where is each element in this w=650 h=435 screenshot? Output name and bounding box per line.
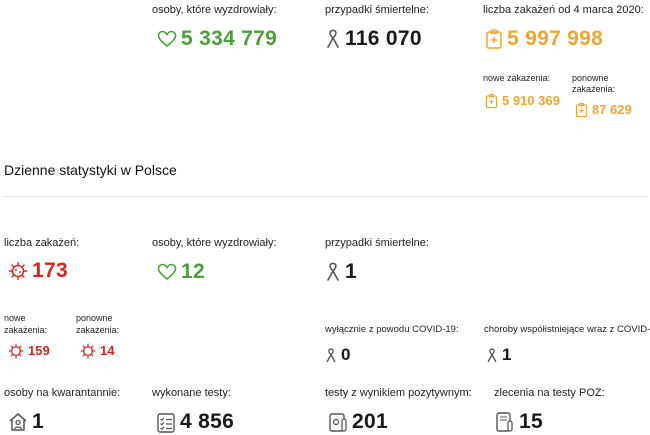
heart-icon: [157, 30, 177, 48]
summary-recovered-stat: 5 334 779: [157, 27, 277, 51]
virus-icon: [80, 343, 96, 359]
summary-new-infections-value: 5 910 369: [502, 93, 560, 108]
virus-icon: [8, 343, 24, 359]
daily-quarantine-value: 1: [32, 410, 44, 433]
daily-covid-only-label: wyłącznie z powodu COVID-19:: [325, 324, 459, 335]
daily-new-infections-stat: 159: [8, 343, 50, 359]
daily-infections-value: 173: [32, 259, 68, 282]
clipboard-icon: [485, 93, 498, 109]
heart-icon: [157, 263, 177, 281]
house-person-icon: [8, 412, 28, 432]
summary-deaths-value: 116 070: [345, 27, 422, 50]
daily-section-title: Dzienne statystyki w Polsce: [4, 162, 177, 178]
test-tube-icon: [328, 411, 348, 433]
daily-comorbid-value: 1: [502, 345, 512, 364]
daily-tests-label: wykonane testy:: [152, 387, 231, 399]
daily-reinfections-label: ponowne zakażenia:: [76, 313, 120, 335]
daily-covid-only-value: 0: [341, 345, 351, 364]
daily-new-infections-label: nowe zakażenia:: [4, 313, 48, 335]
daily-covid-only-stat: 0: [325, 345, 350, 365]
daily-poz-orders-label: zlecenia na testy POZ:: [494, 387, 605, 399]
summary-reinfections-value: 87 629: [592, 102, 632, 117]
daily-reinfections-value: 14: [100, 343, 115, 358]
daily-tests-value: 4 856: [180, 410, 235, 433]
summary-deaths-stat: 116 070: [325, 27, 422, 51]
daily-recovered-value: 12: [181, 260, 205, 283]
ribbon-icon: [325, 29, 341, 49]
summary-recovered-value: 5 334 779: [181, 27, 278, 50]
daily-infections-stat: 173: [8, 259, 68, 283]
summary-deaths-label: przypadki śmiertelne:: [325, 4, 429, 16]
daily-recovered-stat: 12: [157, 260, 205, 284]
ribbon-icon: [325, 262, 341, 282]
summary-infections-label: liczba zakażeń od 4 marca 2020:: [483, 4, 644, 16]
poz-order-icon: [495, 411, 515, 433]
clipboard-icon: [575, 102, 588, 118]
daily-poz-orders-value: 15: [519, 410, 543, 433]
virus-icon: [8, 261, 28, 281]
daily-deaths-value: 1: [345, 260, 357, 283]
daily-poz-orders-stat: 15: [495, 410, 543, 434]
daily-deaths-stat: 1: [325, 260, 357, 284]
checklist-icon: [156, 411, 176, 433]
summary-new-infections-stat: 5 910 369: [485, 93, 560, 109]
summary-recovered-label: osoby, które wyzdrowiały:: [152, 4, 277, 16]
daily-comorbid-label: choroby współistniejące wraz z COVID-19:: [484, 324, 650, 335]
daily-tests-stat: 4 856: [156, 410, 234, 434]
daily-quarantine-label: osoby na kwarantannie:: [4, 387, 121, 399]
daily-positive-tests-label: testy z wynikiem pozytywnym:: [325, 387, 472, 399]
summary-reinfections-stat: 87 629: [575, 102, 632, 118]
summary-reinfections-label: ponowne zakażenia:: [572, 73, 616, 94]
ribbon-icon: [325, 347, 337, 363]
clipboard-icon: [485, 28, 503, 50]
daily-recovered-label: osoby, które wyzdrowiały:: [152, 237, 277, 249]
section-divider: [4, 196, 648, 197]
daily-new-infections-value: 159: [28, 343, 50, 358]
daily-positive-tests-value: 201: [352, 410, 388, 433]
daily-infections-label: liczba zakażeń:: [4, 237, 80, 249]
ribbon-icon: [486, 347, 498, 363]
daily-reinfections-stat: 14: [80, 343, 114, 359]
summary-infections-value: 5 997 998: [507, 27, 604, 50]
summary-new-infections-label: nowe zakażenia:: [483, 73, 551, 83]
daily-comorbid-stat: 1: [486, 345, 511, 365]
daily-quarantine-stat: 1: [8, 410, 44, 434]
daily-deaths-label: przypadki śmiertelne:: [325, 237, 429, 249]
summary-infections-stat: 5 997 998: [485, 27, 603, 51]
daily-positive-tests-stat: 201: [328, 410, 388, 434]
